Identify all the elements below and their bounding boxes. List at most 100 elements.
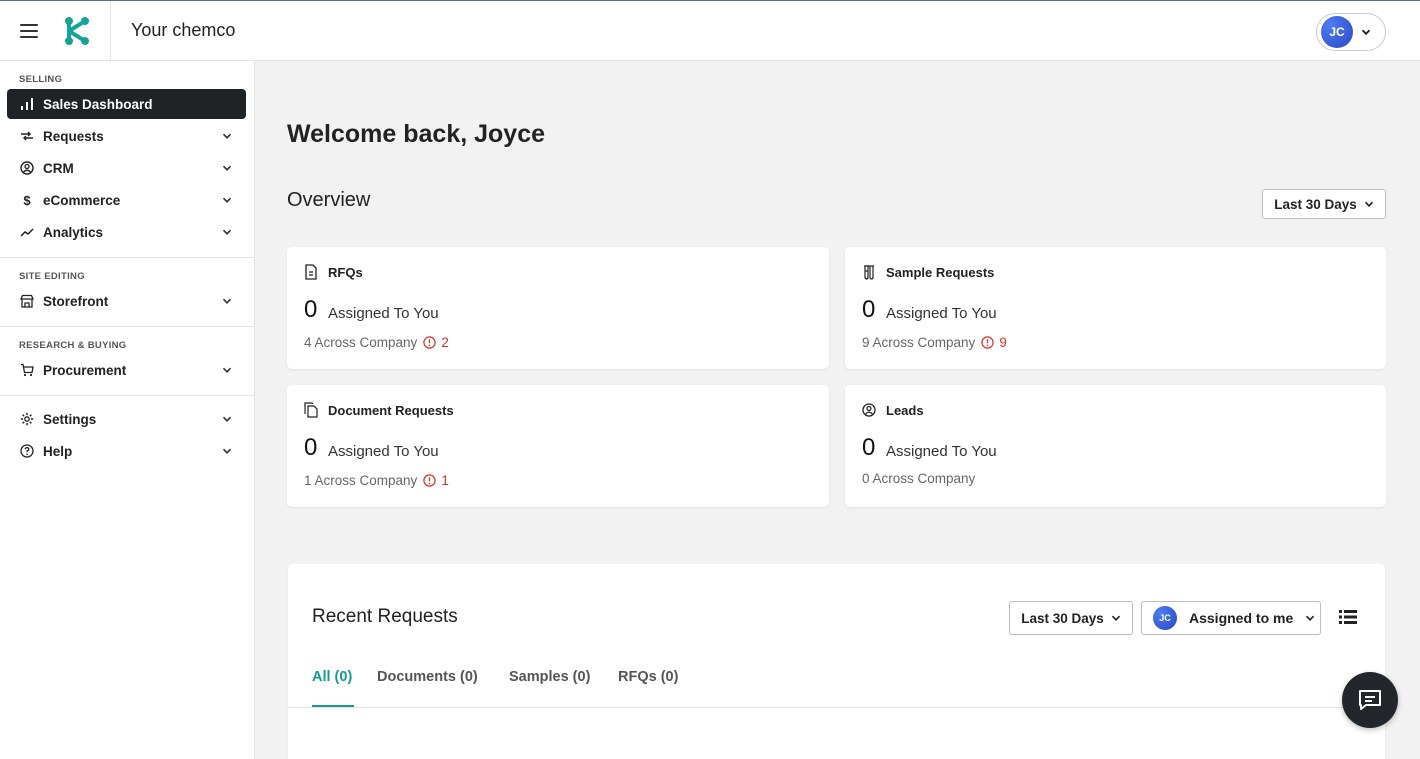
alert-circle-icon [423, 474, 437, 487]
chevron-down-icon [1364, 201, 1373, 207]
across-company: 0 Across Company [862, 471, 975, 486]
chevron-down-icon [222, 133, 232, 139]
range-label: Last 30 Days [1274, 196, 1357, 212]
assigned-count: 0 [304, 296, 318, 323]
test-tubes-icon [864, 265, 874, 280]
sidebar-item-requests[interactable]: Requests [7, 121, 246, 151]
assigned-count: 0 [862, 296, 876, 323]
across-company: 4 Across Company 2 [304, 335, 449, 350]
tab-samples[interactable]: Samples (0) [509, 669, 591, 685]
chevron-down-icon [222, 165, 232, 171]
alert-circle-icon [423, 336, 437, 349]
sidebar-divider [0, 257, 254, 258]
sidebar-item-label: Help [43, 443, 73, 459]
alert-count: 9 [999, 335, 1007, 350]
tab-all[interactable]: All (0) [312, 669, 353, 685]
sidebar-item-label: Requests [43, 128, 104, 144]
sidebar-item-label: Analytics [43, 224, 104, 240]
across-label: 9 Across Company [862, 335, 976, 350]
cart-icon [19, 362, 35, 378]
overdue-alert: 2 [423, 335, 449, 350]
overview-range-dropdown[interactable]: Last 30 Days [1262, 189, 1386, 219]
sidebar-divider [0, 395, 254, 396]
overdue-alert: 9 [981, 335, 1007, 350]
page-title: Welcome back, Joyce [287, 120, 546, 148]
across-label: 0 Across Company [862, 471, 976, 486]
user-menu-button[interactable]: JC [1316, 13, 1386, 51]
list-view-icon[interactable] [1339, 609, 1357, 625]
chevron-down-icon [222, 298, 232, 304]
card-title: Leads [886, 403, 924, 418]
sidebar-item-label: eCommerce [43, 192, 121, 208]
assigned-filter-dropdown[interactable]: JC Assigned to me [1141, 601, 1321, 635]
sidebar-item-analytics[interactable]: Analytics [7, 217, 246, 247]
assigned-filter-label: Assigned to me [1189, 610, 1294, 626]
card-leads[interactable]: Leads 0 Assigned To You 0 Across Company [845, 385, 1386, 507]
card-rfqs[interactable]: RFQs 0 Assigned To You 4 Across Company … [287, 247, 829, 369]
sidebar: SELLING Sales Dashboard Requests CRM $ e… [0, 61, 255, 759]
sidebar-item-label: Storefront [43, 293, 109, 309]
card-sample-requests[interactable]: Sample Requests 0 Assigned To You 9 Acro… [845, 247, 1386, 369]
chevron-down-icon [222, 448, 232, 454]
alert-count: 1 [441, 473, 449, 488]
sidebar-item-storefront[interactable]: Storefront [7, 286, 246, 316]
card-document-requests[interactable]: Document Requests 0 Assigned To You 1 Ac… [287, 385, 829, 507]
tab-rfqs[interactable]: RFQs (0) [618, 669, 679, 685]
logo[interactable] [62, 15, 92, 47]
across-company: 9 Across Company 9 [862, 335, 1007, 350]
documents-icon [304, 402, 318, 418]
sidebar-item-crm[interactable]: CRM [7, 153, 246, 183]
across-label: 1 Across Company [304, 473, 418, 488]
sidebar-item-sales-dashboard[interactable]: Sales Dashboard [7, 89, 246, 119]
tab-divider [288, 707, 1385, 708]
user-circle-icon [19, 160, 35, 176]
dollar-icon: $ [23, 192, 31, 208]
sidebar-item-procurement[interactable]: Procurement [7, 355, 246, 385]
sidebar-item-ecommerce[interactable]: $ eCommerce [7, 185, 246, 215]
across-company: 1 Across Company 1 [304, 473, 449, 488]
card-title: RFQs [328, 265, 363, 280]
recent-range-dropdown[interactable]: Last 30 Days [1009, 601, 1133, 635]
chevron-down-icon [1361, 29, 1371, 36]
chevron-down-icon [222, 367, 232, 373]
sidebar-item-label: CRM [43, 160, 74, 176]
across-label: 4 Across Company [304, 335, 418, 350]
assigned-label: Assigned To You [886, 305, 997, 322]
transfer-icon [19, 128, 35, 144]
section-label-site-editing: SITE EDITING [19, 271, 85, 282]
active-tab-indicator [312, 705, 354, 707]
store-icon [19, 293, 35, 309]
hamburger-menu-icon[interactable] [14, 17, 44, 45]
top-bar: Your chemco JC [0, 0, 1420, 61]
alert-circle-icon [981, 336, 995, 349]
alert-count: 2 [441, 335, 449, 350]
assigned-label: Assigned To You [328, 305, 439, 322]
range-label: Last 30 Days [1021, 610, 1104, 626]
card-title: Document Requests [328, 403, 454, 418]
chevron-down-icon [1111, 615, 1120, 621]
card-title: Sample Requests [886, 265, 995, 280]
assigned-label: Assigned To You [328, 443, 439, 460]
recent-requests-panel: Recent Requests Last 30 Days JC Assigned… [288, 564, 1385, 759]
assigned-label: Assigned To You [886, 443, 997, 460]
gear-icon [19, 411, 35, 427]
section-label-research-buying: RESEARCH & BUYING [19, 340, 127, 351]
chevron-down-icon [222, 197, 232, 203]
chevron-down-icon [222, 229, 232, 235]
tab-documents[interactable]: Documents (0) [377, 669, 478, 685]
sidebar-item-help[interactable]: Help [7, 436, 246, 466]
bar-chart-icon [19, 96, 35, 112]
company-name: Your chemco [131, 20, 236, 40]
help-circle-icon [19, 443, 35, 459]
chat-button[interactable] [1342, 672, 1398, 728]
sidebar-item-label: Procurement [43, 362, 127, 378]
overview-title: Overview [287, 189, 371, 211]
chevron-down-icon [1306, 615, 1315, 621]
recent-requests-title: Recent Requests [312, 606, 458, 627]
header-divider [110, 1, 111, 61]
sidebar-item-label: Sales Dashboard [43, 96, 153, 112]
scrollbar[interactable] [1412, 61, 1420, 759]
sidebar-item-settings[interactable]: Settings [7, 404, 246, 434]
chat-icon [1359, 690, 1381, 710]
sidebar-divider [0, 326, 254, 327]
